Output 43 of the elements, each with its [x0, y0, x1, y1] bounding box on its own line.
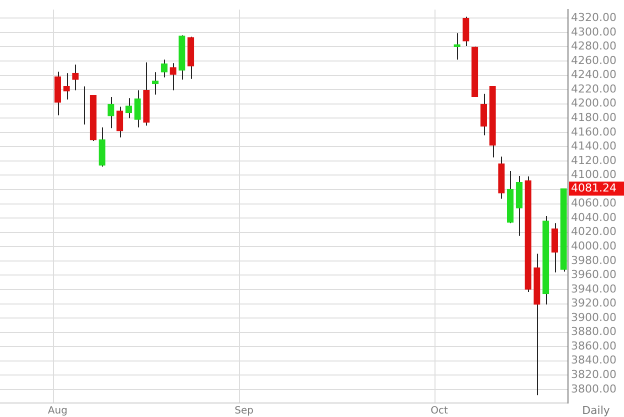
candlestick	[551, 222, 558, 273]
y-tick-label: 3880.00	[571, 325, 616, 338]
y-tick-label: 4060.00	[571, 196, 616, 210]
y-tick-label: 4120.00	[571, 154, 616, 167]
y-tick-label: 4200.00	[571, 96, 616, 110]
x-tick-label: Oct	[430, 406, 448, 417]
y-tick-label: 4020.00	[571, 225, 616, 238]
y-tick-label: 3940.00	[571, 282, 616, 296]
y-tick-label: 4180.00	[571, 110, 616, 124]
text: Daily	[582, 404, 610, 417]
x-tick-label: Aug	[48, 406, 68, 417]
candlestick	[116, 106, 124, 138]
y-tick-label: 4320.00	[571, 11, 616, 24]
y-tick-label: 4240.00	[571, 68, 616, 82]
y-tick-label: 3860.00	[571, 339, 616, 352]
y-tick-label: 3820.00	[571, 368, 616, 382]
candlestick	[152, 72, 159, 96]
x-tick-label: Sep	[234, 406, 254, 417]
y-tick-label: 4040.00	[571, 210, 616, 224]
candlestick	[72, 64, 79, 91]
y-tick-label: 4000.00	[571, 240, 616, 252]
y-tick-label: 3980.00	[571, 254, 616, 267]
y-tick-label: 3900.00	[571, 310, 616, 324]
y-tick-label: 4160.00	[571, 125, 616, 138]
y-tick-label: 4100.00	[571, 168, 616, 182]
y-tick-label: 4140.00	[571, 140, 616, 153]
y-tick-label: 3960.00	[571, 268, 616, 282]
y-tick-label: 4260.00	[571, 54, 616, 67]
y-tick-label: 4280.00	[571, 40, 616, 53]
y-tick-label: 3920.00	[571, 296, 616, 310]
candlestick	[170, 62, 176, 91]
text: 4081.24	[571, 181, 616, 194]
candlestick	[160, 59, 168, 78]
y-tick-label: 3800.00	[571, 382, 616, 396]
y-tick-label: 4300.00	[571, 25, 616, 38]
candlestick	[108, 96, 114, 129]
y-tick-label: 3840.00	[571, 354, 616, 367]
candlestick	[462, 16, 470, 47]
y-tick-label: 4220.00	[571, 82, 616, 96]
candlestick	[125, 98, 132, 119]
candlestick	[63, 72, 70, 100]
candlestick	[134, 90, 141, 128]
candlestick	[480, 93, 488, 136]
